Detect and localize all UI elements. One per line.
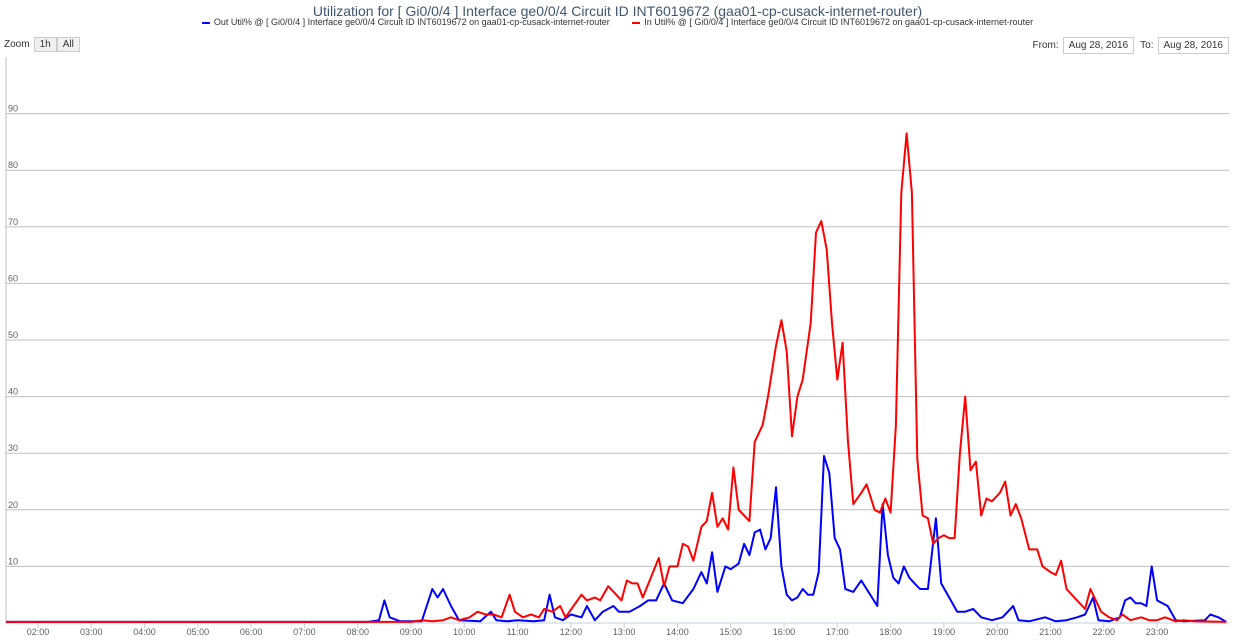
from-date-input[interactable]: Aug 28, 2016 (1062, 37, 1135, 54)
x-tick-label: 12:00 (560, 627, 583, 637)
x-tick-label: 07:00 (293, 627, 316, 637)
y-tick-label: 60 (8, 273, 18, 283)
y-tick-label: 90 (8, 104, 18, 114)
legend-label-in: In Util% @ [ Gi0/0/4 ] Interface ge0/0/4… (644, 17, 1034, 27)
legend-label-out: Out Util% @ [ Gi0/0/4 ] Interface ge0/0/… (213, 17, 610, 27)
axes: 10 20 30 40 50 60 70 80 90 02:00 03:00 04:00 05:00 06… (5, 57, 1229, 637)
x-tick-label: 22:00 (1093, 627, 1116, 637)
x-tick-label: 20:00 (986, 627, 1009, 637)
y-tick-label: 30 (8, 443, 18, 453)
x-tick-label: 21:00 (1039, 627, 1062, 637)
x-tick-label: 08:00 (346, 627, 369, 637)
x-tick-label: 02:00 (27, 627, 50, 637)
x-tick-label: 05:00 (187, 627, 210, 637)
series-layer (6, 132, 1227, 623)
chart-title: Utilization for [ Gi0/0/4 ] Interface ge… (312, 3, 923, 19)
date-range: From: Aug 28, 2016 To: Aug 28, 2016 (1027, 37, 1229, 54)
series-line-in (6, 132, 1227, 623)
zoom-label: Zoom (4, 39, 30, 50)
zoom-all-button[interactable]: All (56, 37, 80, 52)
legend-swatch-out (201, 21, 210, 24)
x-tick-label: 11:00 (507, 627, 529, 637)
x-tick-label: 03:00 (80, 627, 103, 637)
legend: Out Util% @ [ Gi0/0/4 ] Interface ge0/0/… (0, 17, 1235, 27)
from-label: From: (1032, 40, 1059, 51)
x-tick-label: 10:00 (453, 627, 476, 637)
x-tick-label: 16:00 (773, 627, 796, 637)
x-tick-label: 09:00 (400, 627, 423, 637)
legend-swatch-in (632, 21, 641, 24)
x-tick-label: 15:00 (719, 627, 742, 637)
x-tick-label: 13:00 (613, 627, 636, 637)
zoom-1h-button[interactable]: 1h (33, 37, 57, 52)
y-tick-label: 50 (8, 330, 18, 340)
y-tick-label: 70 (8, 217, 18, 227)
series-line-out (6, 455, 1227, 623)
y-tick-label: 80 (8, 160, 18, 170)
legend-item-out[interactable]: Out Util% @ [ Gi0/0/4 ] Interface ge0/0/… (201, 17, 610, 27)
x-tick-label: 19:00 (933, 627, 956, 637)
to-label: To: (1140, 40, 1154, 51)
grid (6, 113, 1229, 567)
y-tick-label: 10 (8, 556, 18, 566)
x-tick-label: 06:00 (240, 627, 263, 637)
x-tick-label: 17:00 (826, 627, 849, 637)
x-tick-label: 18:00 (879, 627, 902, 637)
x-tick-label: 23:00 (1146, 627, 1169, 637)
x-tick-label: 04:00 (133, 627, 156, 637)
y-tick-label: 40 (8, 387, 18, 397)
to-date-input[interactable]: Aug 28, 2016 (1157, 37, 1229, 54)
zoom-controls: Zoom 1h All (4, 37, 80, 52)
legend-item-in[interactable]: In Util% @ [ Gi0/0/4 ] Interface ge0/0/4… (632, 17, 1033, 27)
x-tick-label: 14:00 (666, 627, 689, 637)
y-tick-label: 20 (8, 500, 18, 510)
